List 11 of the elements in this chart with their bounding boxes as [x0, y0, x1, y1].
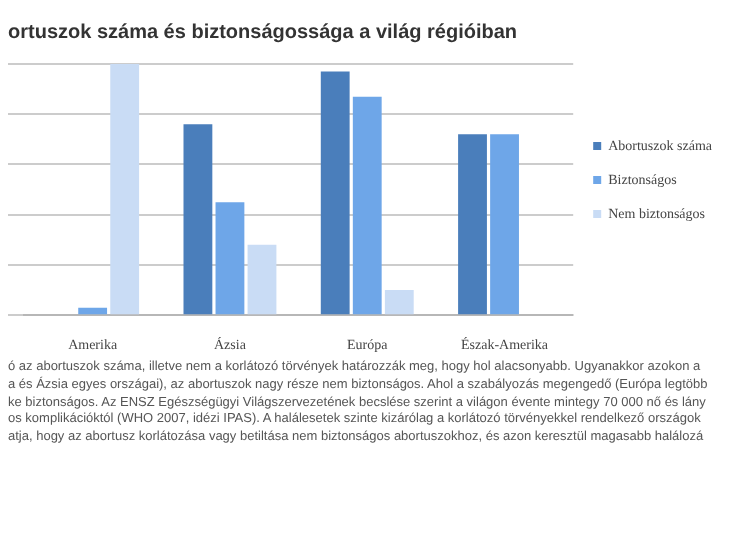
bar [490, 134, 519, 315]
bar [110, 64, 140, 315]
bar [352, 96, 382, 315]
bar [458, 134, 487, 315]
bar [384, 290, 414, 315]
bar [247, 244, 277, 315]
bar [78, 307, 108, 315]
chart-title: ortuszok száma és biztonságossága a világ régióiban [8, 21, 518, 44]
bar [183, 124, 213, 315]
bar [215, 202, 245, 315]
bar [320, 71, 350, 315]
